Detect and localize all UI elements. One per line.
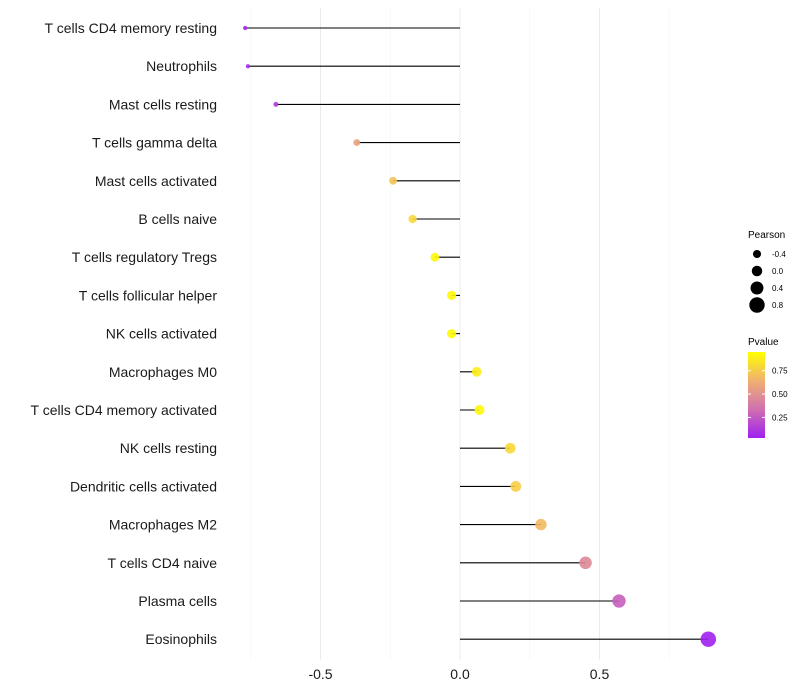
category-label: T cells CD4 naive — [108, 555, 218, 571]
category-label: Eosinophils — [145, 631, 217, 647]
lollipop-point — [447, 290, 457, 301]
size-legend-title: Pearson — [748, 230, 785, 241]
lollipop-point — [700, 631, 717, 647]
category-label: Mast cells activated — [95, 173, 217, 189]
category-label: NK cells activated — [106, 326, 217, 342]
category-label: T cells CD4 memory activated — [31, 402, 217, 418]
lollipop-point — [245, 64, 251, 69]
category-label: Mast cells resting — [109, 96, 217, 112]
category-label: T cells CD4 memory resting — [45, 20, 217, 36]
lollipop-point — [471, 366, 482, 377]
category-label: Plasma cells — [138, 593, 217, 609]
category-label: Macrophages M2 — [109, 517, 217, 533]
category-label: T cells gamma delta — [92, 135, 217, 151]
color-legend-label: 0.25 — [772, 413, 788, 422]
category-label: Macrophages M0 — [109, 364, 217, 380]
lollipop-point — [408, 214, 417, 224]
size-legend-dot — [750, 281, 764, 295]
category-label: NK cells resting — [120, 440, 217, 456]
color-legend-label: 0.50 — [772, 390, 788, 399]
category-label: B cells naive — [138, 211, 217, 227]
size-legend-dot — [751, 265, 763, 277]
lollipop-point — [430, 252, 440, 262]
category-label: Dendritic cells activated — [70, 478, 217, 494]
lollipop-point — [353, 139, 361, 147]
size-legend-label: 0.4 — [772, 284, 784, 293]
size-legend-dot — [752, 249, 762, 259]
lollipop-point — [579, 556, 592, 570]
size-legend-dot — [749, 297, 765, 313]
color-legend-bar — [748, 352, 765, 438]
x-tick-label: -0.5 — [308, 666, 332, 682]
lollipop-point — [243, 25, 248, 31]
category-label: T cells follicular helper — [79, 287, 218, 303]
lollipop-point — [273, 101, 279, 107]
lollipop-point — [535, 518, 547, 531]
lollipop-point — [474, 405, 485, 415]
lollipop-point — [389, 176, 397, 185]
lollipop-point — [612, 594, 626, 608]
lollipop-point — [447, 328, 457, 339]
category-label: T cells regulatory Tregs — [72, 249, 217, 265]
size-legend-label: 0.8 — [772, 301, 784, 310]
color-legend-title: Pvalue — [748, 337, 779, 348]
lollipop-point — [510, 481, 522, 492]
size-legend-label: -0.4 — [772, 250, 786, 259]
color-legend-label: 0.75 — [772, 367, 788, 376]
x-tick-label: 0.0 — [450, 666, 470, 682]
lollipop-point — [504, 442, 516, 454]
category-label: Neutrophils — [146, 58, 217, 74]
x-tick-label: 0.5 — [590, 666, 610, 682]
size-legend-label: 0.0 — [772, 267, 784, 276]
